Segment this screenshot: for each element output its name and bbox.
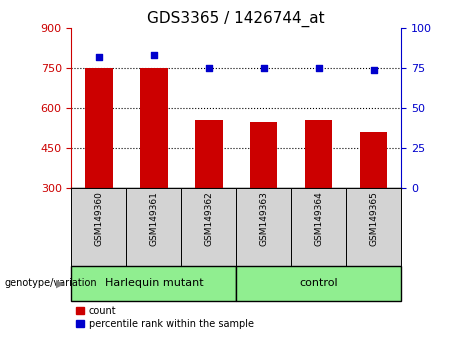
Bar (305, 120, 332, 188)
Bar (85, 68, 112, 188)
Bar (291, 188, 346, 266)
Point (95, 54, 103, 60)
Bar (236, 266, 401, 301)
Bar (140, 68, 168, 188)
Point (260, 65, 267, 71)
Text: ▶: ▶ (56, 278, 64, 288)
Bar (181, 188, 236, 266)
Bar (360, 132, 387, 188)
Text: GSM149364: GSM149364 (314, 192, 323, 246)
Point (150, 53, 158, 58)
Bar (346, 188, 401, 266)
Text: Harlequin mutant: Harlequin mutant (105, 278, 203, 288)
Text: genotype/variation: genotype/variation (5, 278, 97, 288)
Point (315, 65, 322, 71)
Text: GSM149361: GSM149361 (149, 192, 159, 246)
Point (205, 65, 213, 71)
Title: GDS3365 / 1426744_at: GDS3365 / 1426744_at (148, 11, 325, 27)
Bar (71, 188, 126, 266)
Point (370, 67, 377, 73)
Text: GSM149363: GSM149363 (259, 192, 268, 246)
Bar (250, 122, 278, 188)
Bar (195, 120, 223, 188)
Text: GSM149365: GSM149365 (369, 192, 378, 246)
Bar (126, 188, 181, 266)
Text: GSM149360: GSM149360 (95, 192, 103, 246)
Legend: count, percentile rank within the sample: count, percentile rank within the sample (77, 306, 254, 329)
Text: GSM149362: GSM149362 (204, 192, 213, 246)
Text: control: control (299, 278, 338, 288)
Bar (71, 266, 236, 301)
Bar (236, 188, 291, 266)
